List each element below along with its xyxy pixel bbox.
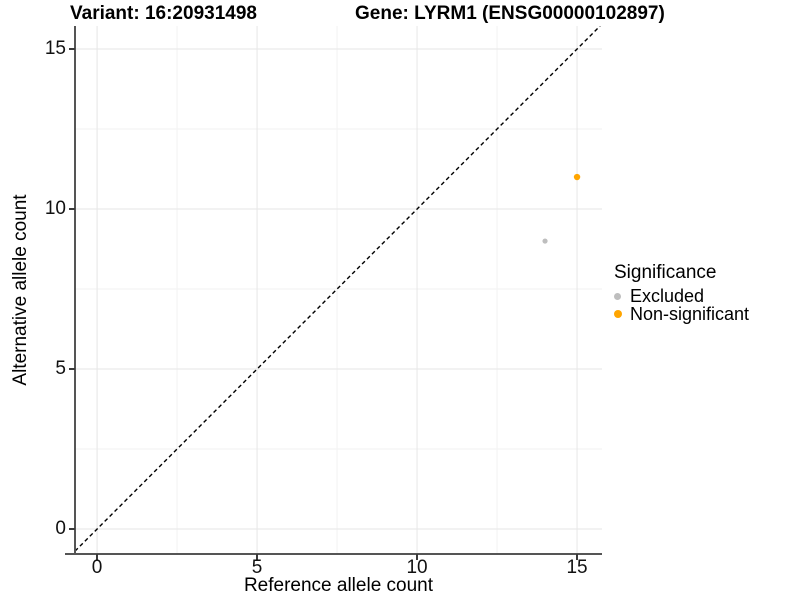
y-tick-label: 10 (44, 198, 66, 220)
x-axis-line (65, 553, 602, 555)
legend-swatch (614, 310, 630, 318)
legend-swatch (614, 292, 630, 300)
variant-title: Variant: 16:20931498 (70, 3, 257, 24)
x-tick-mark (96, 554, 99, 560)
x-axis-title: Reference allele count (243, 575, 434, 596)
y-axis-title: Alternative allele count (10, 194, 31, 386)
legend-title: Significance (614, 262, 717, 283)
y-tick-mark (69, 368, 75, 371)
gene-title: Gene: LYRM1 (ENSG00000102897) (355, 3, 665, 24)
y-tick-label: 0 (55, 518, 66, 540)
y-axis-line (74, 26, 76, 554)
data-point-excluded (542, 238, 548, 244)
y-tick-mark (69, 528, 75, 531)
y-tick-label: 5 (55, 358, 66, 380)
non-significant-dot-icon (614, 310, 622, 318)
legend-item-excluded: Excluded (614, 285, 749, 306)
x-tick-label: 0 (91, 557, 103, 578)
y-tick-mark (69, 208, 75, 211)
y-tick-mark (69, 48, 75, 51)
legend-item-non-significant: Non-significant (614, 303, 750, 324)
excluded-dot-icon (614, 292, 621, 300)
x-tick-mark (416, 554, 419, 560)
y-tick-label: 15 (44, 38, 66, 60)
x-tick-label: 15 (566, 557, 588, 578)
legend-item-label: Excluded (630, 285, 705, 306)
scatter-plot-canvas (75, 26, 602, 554)
legend: Significance Excluded Non-significant (614, 262, 750, 324)
legend-item-label: Non-significant (630, 303, 750, 324)
x-tick-label: 10 (406, 557, 428, 578)
x-tick-mark (576, 554, 579, 560)
identity-line (75, 26, 601, 552)
x-tick-label: 5 (251, 557, 263, 578)
x-tick-mark (256, 554, 259, 560)
data-point-non-significant (573, 173, 581, 181)
plot-panel (75, 26, 602, 554)
